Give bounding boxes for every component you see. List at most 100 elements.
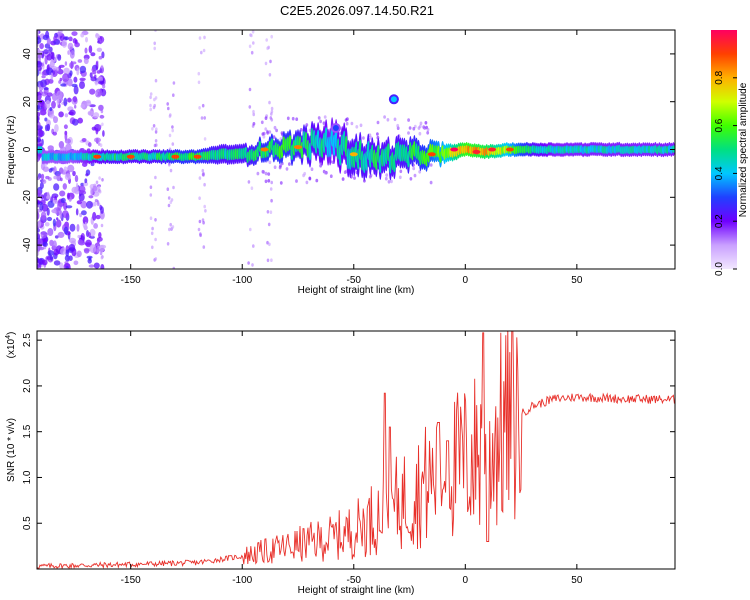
spectrogram-noise — [387, 180, 391, 184]
spectrogram-noise — [46, 38, 52, 45]
spectrogram-noise — [305, 180, 309, 185]
spectrogram-noise — [248, 44, 252, 49]
spectrogram-peak — [260, 147, 269, 152]
spectrogram-noise — [43, 49, 49, 55]
spectrogram-noise — [46, 123, 51, 132]
spectrogram-noise — [270, 198, 273, 203]
spectrogram-noise — [384, 176, 388, 181]
spectrogram-noise — [169, 222, 172, 227]
spectrogram-noise — [149, 185, 153, 189]
spectrogram-noise — [97, 245, 100, 250]
spectrogram-noise — [251, 30, 255, 34]
spectrogram-noise — [95, 180, 99, 185]
spectrogram-noise — [154, 130, 158, 134]
spectrogram-noise — [252, 244, 255, 248]
snr-xtick-label: -50 — [347, 575, 362, 586]
spectrogram-noise — [52, 240, 57, 249]
spectrogram-noise — [98, 104, 104, 111]
spectrogram-xtick-label: -150 — [121, 275, 141, 286]
spectrogram-noise — [65, 266, 69, 269]
spectrogram-noise — [51, 100, 56, 109]
spectrogram-noise — [285, 167, 289, 171]
spectrogram-noise — [49, 255, 53, 261]
spectrogram-noise — [37, 104, 41, 112]
spectrogram-noise — [407, 131, 410, 135]
spectrogram-noise — [272, 135, 276, 139]
spectrogram-noise — [429, 163, 433, 167]
spectrogram-noise — [154, 237, 157, 242]
spectrogram-noise — [84, 47, 88, 54]
spectrogram-noise — [341, 177, 345, 181]
spectrogram-noise — [295, 179, 298, 183]
spectrogram-noise — [74, 175, 79, 183]
spectrogram-noise — [198, 106, 201, 110]
spectrogram-noise — [270, 180, 274, 185]
spectrogram-noise — [417, 126, 421, 130]
spectrogram-noise — [323, 171, 327, 175]
spectrogram-peak — [505, 147, 514, 152]
spectrogram-noise — [80, 200, 87, 209]
spectrogram-noise — [407, 118, 410, 122]
spectrogram-noise — [368, 133, 372, 137]
spectrogram-noise — [199, 232, 202, 236]
spectrogram-noise — [63, 166, 68, 173]
spectrogram-noise — [267, 222, 271, 227]
spectrogram-noise — [41, 71, 45, 76]
spectrogram-noise — [73, 260, 79, 266]
spectrogram-noise — [264, 127, 268, 131]
spectrogram-noise — [53, 260, 61, 266]
spectrogram-noise — [79, 212, 82, 218]
spectrogram-noise — [96, 249, 100, 253]
spectrogram-xlabel: Height of straight line (km) — [298, 285, 415, 296]
spectrogram-noise — [65, 249, 69, 257]
spectrogram-noise — [68, 244, 76, 251]
spectrogram-noise — [267, 45, 271, 50]
spectrogram-noise — [409, 177, 413, 181]
spectrogram-noise — [172, 81, 176, 85]
spectrogram-noise — [94, 81, 98, 86]
spectrogram-noise — [56, 217, 59, 221]
spectrogram-noise — [355, 125, 359, 129]
spectrogram-noise — [85, 173, 89, 177]
colorbar-ticks: 0.0 0.2 0.4 0.6 0.8 — [714, 70, 737, 276]
spectrogram-noise — [69, 223, 76, 232]
spectrogram-noise — [250, 33, 253, 38]
spectrogram-noise — [44, 222, 50, 227]
snr-ytick-label: 0.5 — [22, 516, 33, 530]
spectrogram-noise — [322, 121, 326, 125]
spectrogram-noise — [80, 182, 85, 187]
snr-plot: -150 -100 -50 0 50 0.5 1.0 1.5 2.0 2.5 Height of … — [5, 330, 676, 596]
spectrogram-noise — [59, 190, 66, 197]
spectrogram-peak — [171, 154, 180, 159]
spectrogram-noise — [262, 135, 266, 139]
spectrogram-noise — [92, 185, 98, 192]
spectrogram-noise — [203, 137, 207, 141]
spectrogram-noise — [249, 227, 252, 232]
spectrogram-noise — [101, 122, 104, 127]
spectrogram-noise — [198, 36, 202, 40]
spectrogram-noise — [46, 64, 50, 72]
spectrogram-noise — [424, 121, 428, 125]
spectrogram-noise — [266, 240, 269, 245]
spectrogram-noise — [153, 41, 156, 46]
spectrogram-ytick-label: -40 — [22, 237, 33, 252]
spectrogram-noise — [268, 242, 271, 247]
spectrogram-noise — [79, 65, 87, 74]
spectrogram-noise — [149, 107, 152, 112]
colorbar-tick-label: 0.8 — [714, 70, 725, 84]
spectrogram-noise — [64, 36, 70, 41]
spectrogram-noise — [94, 137, 101, 143]
spectrogram-noise — [344, 118, 348, 122]
spectrogram-noise — [386, 118, 390, 122]
spectrogram-noise — [92, 211, 97, 221]
spectrogram-noise — [85, 239, 92, 248]
spectrogram-noise — [345, 121, 349, 126]
spectrogram-noise — [62, 73, 70, 82]
spectrogram-noise — [429, 180, 433, 185]
spectrogram-noise — [93, 112, 100, 119]
spectrogram-noise — [426, 131, 430, 135]
snr-xtick-label: -100 — [232, 575, 252, 586]
spectrogram-noise — [204, 209, 207, 213]
spectrogram-noise — [393, 117, 397, 122]
snr-xlabel: Height of straight line (km) — [298, 585, 415, 596]
